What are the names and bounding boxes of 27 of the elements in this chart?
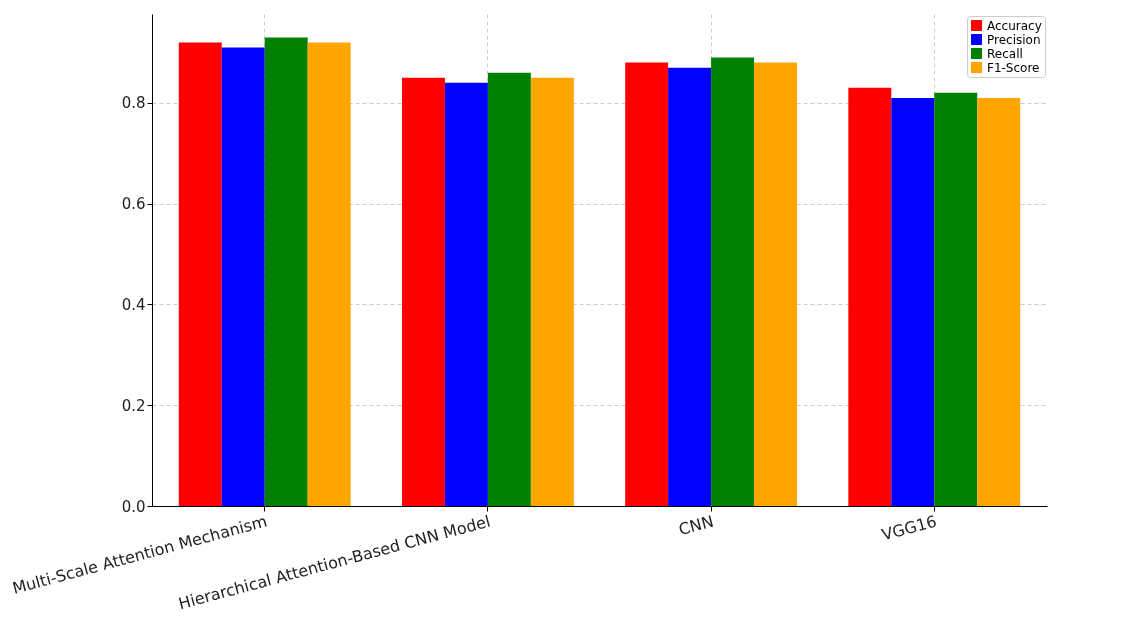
bar — [668, 67, 712, 506]
legend-label: F1-Score — [987, 60, 1040, 75]
legend-label: Accuracy — [987, 18, 1042, 33]
bar — [307, 42, 351, 506]
y-tick-label: 0.6 — [121, 195, 146, 214]
x-tick-label: CNN — [676, 511, 716, 540]
x-tick-label: VGG16 — [879, 511, 939, 545]
bar — [221, 47, 265, 506]
bar — [934, 92, 978, 506]
bar — [754, 62, 798, 506]
bar — [848, 87, 892, 506]
bar — [530, 77, 574, 506]
bar — [401, 77, 445, 506]
bar — [977, 97, 1021, 506]
y-tick-label: 0.2 — [121, 396, 146, 415]
bar — [891, 97, 935, 506]
legend-label: Precision — [987, 32, 1041, 47]
bar — [178, 42, 222, 506]
bar — [625, 62, 669, 506]
y-tick-label: 0.0 — [121, 497, 146, 516]
y-tick-label: 0.4 — [121, 295, 146, 314]
bar — [711, 57, 755, 506]
legend-label: Recall — [987, 46, 1023, 61]
bar — [444, 82, 488, 506]
y-tick-label: 0.8 — [121, 94, 146, 113]
bar — [264, 37, 308, 506]
bar — [487, 72, 531, 506]
